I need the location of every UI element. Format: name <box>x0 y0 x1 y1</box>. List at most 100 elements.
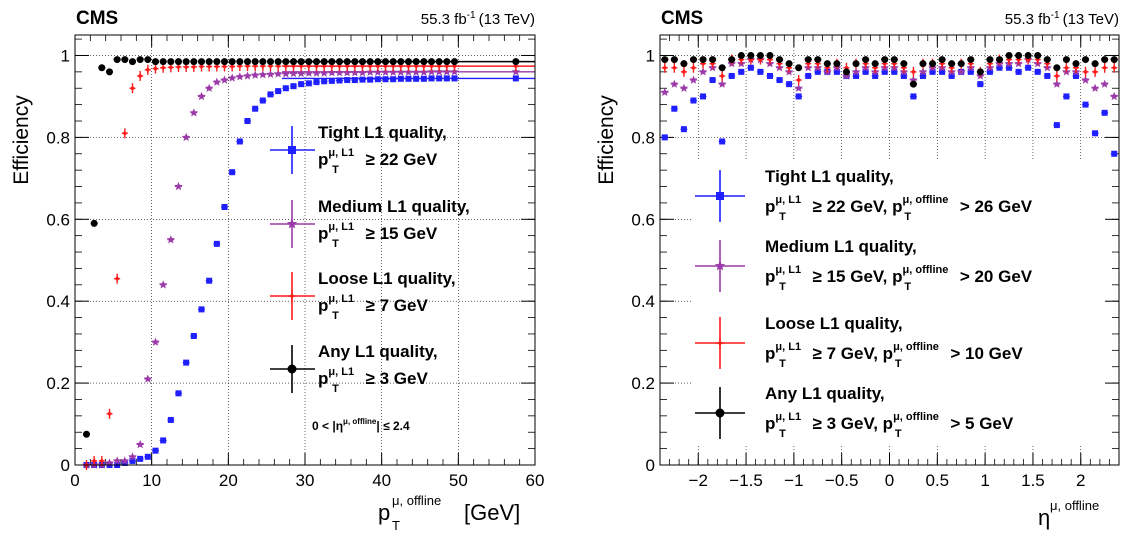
tight-point <box>359 76 366 83</box>
medium-point <box>1100 79 1109 88</box>
any-point <box>374 58 382 66</box>
x-axis-label: η μ, offline <box>1038 498 1099 530</box>
medium-point <box>842 71 851 80</box>
medium-point <box>679 83 689 92</box>
tight-point <box>267 91 274 98</box>
any-point <box>976 68 984 76</box>
x-tick-label: 10 <box>142 471 161 490</box>
legend-label-tight: Tight L1 quality, <box>765 167 894 186</box>
x-tick-label: 2 <box>1076 471 1085 490</box>
tight-point <box>967 68 974 75</box>
loose-point <box>1111 62 1118 73</box>
medium-point <box>312 68 321 77</box>
legend-marker-any <box>287 364 297 374</box>
x-tick-label: 0 <box>70 471 79 490</box>
any-point <box>1082 56 1090 64</box>
tight-point <box>1044 72 1051 79</box>
any-point <box>451 58 458 66</box>
tight-point <box>275 88 282 95</box>
x-tick-label: 60 <box>526 471 545 490</box>
tight-point <box>321 78 328 85</box>
any-point <box>919 60 927 68</box>
any-point <box>929 60 937 68</box>
y-tick-label: 0 <box>61 456 70 475</box>
luminosity-label: 55.3 fb-1 (13 TeV) <box>421 10 535 28</box>
tight-point <box>298 81 305 88</box>
loose-point <box>671 62 678 73</box>
any-point <box>152 58 159 66</box>
svg-text:p: p <box>378 500 390 525</box>
tight-point <box>671 105 678 112</box>
any-point <box>1072 60 1080 68</box>
medium-point <box>670 79 679 88</box>
any-point <box>213 58 221 66</box>
medium-point <box>189 108 199 117</box>
any-point <box>136 56 144 64</box>
any-point <box>259 58 267 66</box>
tight-point <box>881 68 888 75</box>
tight-point <box>1101 109 1108 116</box>
any-point <box>267 58 274 66</box>
y-tick-label: 0.4 <box>631 292 655 311</box>
any-point <box>862 56 870 64</box>
medium-point <box>411 67 421 76</box>
medium-point <box>197 91 206 101</box>
any-point <box>435 58 443 66</box>
any-point <box>814 56 822 64</box>
any-point <box>98 64 106 72</box>
any-point <box>282 58 290 66</box>
tight-point <box>814 68 821 75</box>
any-point <box>405 58 412 66</box>
medium-point <box>1090 83 1100 92</box>
any-point <box>251 58 259 66</box>
loose-point <box>1101 62 1108 73</box>
legend-marker-tight <box>716 192 724 200</box>
tight-point <box>948 72 955 79</box>
any-point <box>305 58 313 66</box>
medium-point <box>304 68 314 77</box>
legend-marker-tight <box>288 146 296 154</box>
medium-point <box>956 67 966 76</box>
loose-point <box>680 66 687 77</box>
tight-point <box>719 138 726 145</box>
loose-point <box>152 63 159 74</box>
medium-point <box>373 67 383 76</box>
svg-text:μ, offline: μ, offline <box>392 493 441 508</box>
any-point <box>661 56 669 64</box>
medium-point <box>717 79 727 88</box>
tight-point <box>862 68 869 75</box>
any-point <box>766 51 774 59</box>
medium-point <box>511 67 521 76</box>
tight-point <box>259 97 266 104</box>
medium-point <box>335 68 344 77</box>
y-tick-label: 0 <box>646 456 655 475</box>
any-point <box>397 58 405 66</box>
medium-point <box>174 182 183 191</box>
tight-point <box>206 277 213 284</box>
legend-label-tight: Tight L1 quality, <box>318 123 447 142</box>
tight-point <box>144 453 151 460</box>
any-point <box>244 58 251 66</box>
legend-item-tight: Tight L1 quality, pμ, L1 T ≥ 22 GeV, pμ, o… <box>695 167 1033 223</box>
any-point <box>389 58 397 66</box>
medium-point <box>396 67 406 76</box>
legend-marker-loose <box>716 337 724 349</box>
tight-point <box>382 76 389 83</box>
any-point <box>290 58 297 66</box>
legend-label-loose: Loose L1 quality, <box>765 314 903 333</box>
medium-point <box>135 440 145 449</box>
eta-efficiency-chart: −2 −1.5 −1 −0.5 0 0.5 1 1.5 200.20.40.60.81 CMS … <box>595 8 1120 530</box>
medium-point <box>1081 75 1090 84</box>
any-point <box>1091 60 1099 68</box>
tight-point <box>747 64 754 71</box>
any-point <box>776 56 784 64</box>
tight-point <box>428 75 435 82</box>
any-point <box>689 56 697 64</box>
tight-point <box>413 75 420 82</box>
medium-point <box>1109 91 1119 101</box>
tight-point <box>986 68 993 75</box>
medium-point <box>266 69 275 78</box>
tight-point <box>405 75 412 82</box>
legend-label-medium: Medium L1 quality, <box>765 237 917 256</box>
x-tick-label: 30 <box>296 471 315 490</box>
